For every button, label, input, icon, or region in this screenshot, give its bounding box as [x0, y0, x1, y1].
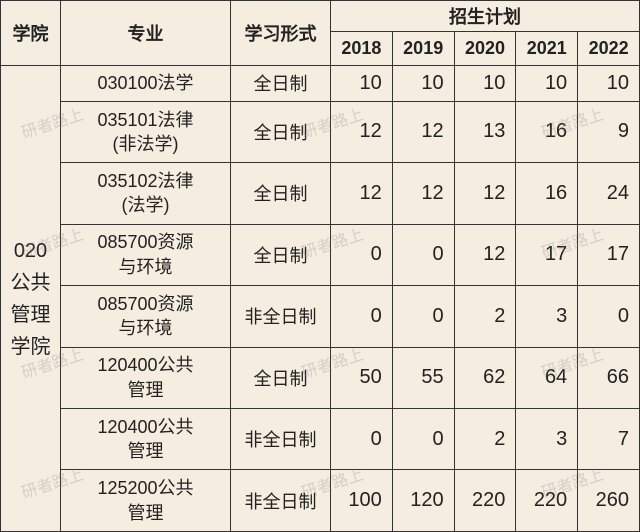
value-cell: 55 [392, 347, 454, 408]
header-major: 专业 [61, 1, 231, 66]
value-cell: 16 [516, 101, 578, 162]
major-cell: 035102法律(法学) [61, 163, 231, 224]
value-cell: 62 [454, 347, 516, 408]
header-row-1: 学院 专业 学习形式 招生计划 [1, 1, 640, 32]
value-cell: 12 [392, 101, 454, 162]
value-cell: 10 [578, 66, 640, 102]
value-cell: 12 [454, 163, 516, 224]
major-cell: 035101法律(非法学) [61, 101, 231, 162]
value-cell: 10 [516, 66, 578, 102]
major-cell: 125200公共管理 [61, 470, 231, 532]
value-cell: 120 [392, 470, 454, 532]
header-year-2020: 2020 [454, 32, 516, 66]
major-cell: 030100法学 [61, 66, 231, 102]
study-form-cell: 全日制 [231, 66, 331, 102]
value-cell: 24 [578, 163, 640, 224]
study-form-cell: 全日制 [231, 101, 331, 162]
table-row: 085700资源与环境全日制00121717 [1, 224, 640, 285]
value-cell: 3 [516, 408, 578, 469]
study-form-cell: 非全日制 [231, 470, 331, 532]
value-cell: 0 [331, 408, 393, 469]
study-form-cell: 全日制 [231, 163, 331, 224]
study-form-cell: 全日制 [231, 347, 331, 408]
xueyuan-cell: 020公共管理学院 [1, 66, 61, 532]
value-cell: 17 [578, 224, 640, 285]
table-row: 125200公共管理非全日制100120220220260 [1, 470, 640, 532]
value-cell: 16 [516, 163, 578, 224]
value-cell: 0 [331, 224, 393, 285]
value-cell: 9 [578, 101, 640, 162]
value-cell: 3 [516, 286, 578, 347]
value-cell: 2 [454, 408, 516, 469]
table-row: 035102法律(法学)全日制1212121624 [1, 163, 640, 224]
value-cell: 0 [392, 408, 454, 469]
major-cell: 120400公共管理 [61, 347, 231, 408]
header-year-2019: 2019 [392, 32, 454, 66]
value-cell: 100 [331, 470, 393, 532]
table-row: 085700资源与环境非全日制00230 [1, 286, 640, 347]
value-cell: 0 [392, 224, 454, 285]
value-cell: 13 [454, 101, 516, 162]
enrollment-table: 学院 专业 学习形式 招生计划 2018 2019 2020 2021 2022… [0, 0, 640, 532]
table-container: 学院 专业 学习形式 招生计划 2018 2019 2020 2021 2022… [0, 0, 640, 532]
value-cell: 0 [578, 286, 640, 347]
value-cell: 220 [516, 470, 578, 532]
value-cell: 2 [454, 286, 516, 347]
value-cell: 10 [331, 66, 393, 102]
header-form: 学习形式 [231, 1, 331, 66]
value-cell: 50 [331, 347, 393, 408]
header-year-2022: 2022 [578, 32, 640, 66]
value-cell: 64 [516, 347, 578, 408]
study-form-cell: 全日制 [231, 224, 331, 285]
header-plan: 招生计划 [331, 1, 640, 32]
value-cell: 12 [392, 163, 454, 224]
study-form-cell: 非全日制 [231, 408, 331, 469]
value-cell: 0 [392, 286, 454, 347]
header-year-2021: 2021 [516, 32, 578, 66]
value-cell: 10 [454, 66, 516, 102]
value-cell: 12 [331, 163, 393, 224]
table-body: 020公共管理学院030100法学全日制1010101010035101法律(非… [1, 66, 640, 532]
table-row: 120400公共管理全日制5055626466 [1, 347, 640, 408]
header-year-2018: 2018 [331, 32, 393, 66]
header-xueyuan: 学院 [1, 1, 61, 66]
value-cell: 10 [392, 66, 454, 102]
value-cell: 66 [578, 347, 640, 408]
major-cell: 120400公共管理 [61, 408, 231, 469]
value-cell: 17 [516, 224, 578, 285]
major-cell: 085700资源与环境 [61, 224, 231, 285]
table-row: 035101法律(非法学)全日制121213169 [1, 101, 640, 162]
study-form-cell: 非全日制 [231, 286, 331, 347]
value-cell: 220 [454, 470, 516, 532]
value-cell: 12 [331, 101, 393, 162]
value-cell: 12 [454, 224, 516, 285]
value-cell: 7 [578, 408, 640, 469]
value-cell: 260 [578, 470, 640, 532]
table-row: 020公共管理学院030100法学全日制1010101010 [1, 66, 640, 102]
table-row: 120400公共管理非全日制00237 [1, 408, 640, 469]
major-cell: 085700资源与环境 [61, 286, 231, 347]
value-cell: 0 [331, 286, 393, 347]
